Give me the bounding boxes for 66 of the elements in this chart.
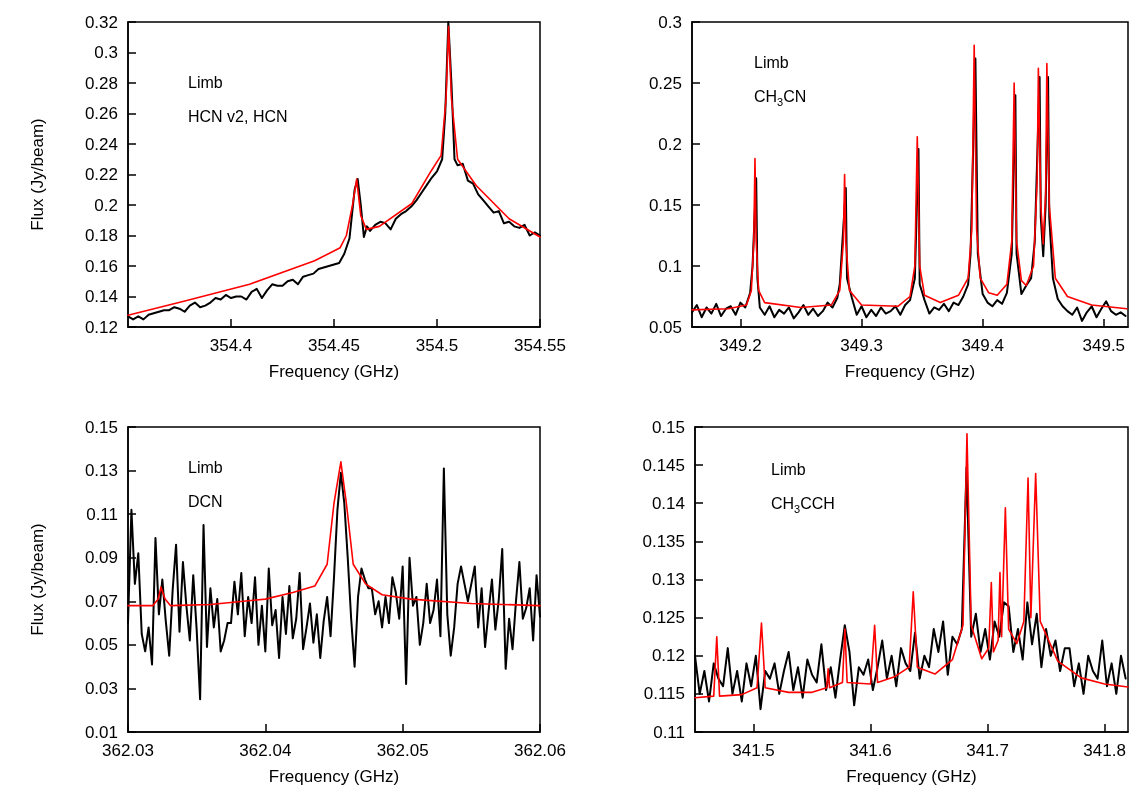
y-tick-label: 0.12: [651, 646, 685, 666]
x-axis-title: Frequency (GHz): [844, 362, 976, 381]
line-series: [127, 461, 541, 607]
y-tick-label: 0.13: [651, 570, 685, 589]
y-tick-label: 0.145: [642, 455, 685, 475]
y-tick-label: 0.07: [84, 591, 118, 611]
annotation: Limb: [188, 459, 223, 477]
x-tick-label: 349.3: [840, 336, 883, 355]
y-tick-label: 0.28: [84, 73, 118, 93]
y-tick-label: 0.13: [84, 461, 118, 481]
y-tick-label: 0.01: [84, 722, 118, 742]
x-tick-label: 341.6: [849, 741, 892, 760]
y-axis-title: Flux (Jy/beam): [28, 118, 47, 231]
y-tick-label: 0.24: [84, 134, 118, 154]
annotation: CH$_{3}$CCH: [771, 495, 835, 518]
y-tick-label: 0.135: [642, 531, 685, 551]
x-tick-label: 354.5: [415, 336, 459, 355]
annotation: CH$_{3}$CN: [754, 88, 807, 111]
y-tick-label: 0.25: [648, 73, 682, 93]
annotation: HCN v2, HCN: [188, 108, 288, 126]
x-tick-label: 341.5: [732, 741, 775, 760]
y-tick-label: 0.32: [84, 12, 118, 32]
annotation: Limb: [188, 74, 223, 92]
y-tick-label: 0.05: [648, 317, 682, 337]
y-tick-label: 0.11: [653, 722, 685, 742]
x-axis-title: Frequency (GHz): [268, 362, 400, 381]
y-tick-label: 0.05: [84, 635, 118, 655]
annotation: DCN: [188, 493, 223, 511]
y-tick-label: 0.12: [84, 317, 118, 337]
y-tick-label: 0.09: [84, 548, 118, 568]
y-tick-label: 0.3: [658, 12, 682, 32]
y-tick-label: 0.15: [648, 195, 682, 215]
x-tick-label: 362.06: [514, 741, 566, 760]
x-tick-label: 341.8: [1083, 741, 1126, 760]
y-tick-label: 0.26: [84, 104, 118, 123]
x-tick-label: 341.7: [966, 741, 1009, 760]
annotation: Limb: [771, 461, 806, 479]
x-tick-label: 354.45: [308, 336, 360, 355]
y-tick-label: 0.115: [643, 684, 685, 704]
y-axis-title: Flux (Jy/beam): [28, 523, 47, 636]
y-tick-label: 0.14: [84, 287, 118, 306]
x-tick-label: 362.03: [102, 741, 154, 760]
x-tick-label: 354.55: [514, 336, 566, 355]
y-tick-label: 0.15: [651, 417, 685, 437]
x-tick-label: 349.2: [719, 336, 762, 355]
y-tick-label: 0.18: [84, 226, 118, 245]
line-series: [694, 433, 1129, 699]
x-axis-title: Frequency (GHz): [268, 767, 400, 786]
x-tick-label: 362.05: [376, 741, 429, 760]
y-tick-label: 0.1: [658, 256, 682, 276]
y-tick-label: 0.22: [84, 165, 118, 184]
y-tick-label: 0.3: [94, 43, 118, 62]
y-tick-label: 0.125: [642, 608, 685, 628]
y-tick-label: 0.03: [84, 678, 118, 698]
x-tick-label: 349.4: [961, 336, 1004, 355]
y-tick-label: 0.15: [84, 417, 118, 437]
y-tick-label: 0.2: [94, 195, 118, 215]
annotation: Limb: [754, 54, 789, 72]
x-tick-label: 354.4: [209, 336, 253, 355]
y-tick-label: 0.14: [651, 493, 685, 513]
y-tick-label: 0.16: [84, 256, 118, 276]
x-tick-label: 349.5: [1082, 336, 1126, 355]
y-tick-label: 0.2: [658, 134, 682, 154]
x-axis-title: Frequency (GHz): [846, 767, 977, 786]
y-tick-label: 0.11: [86, 504, 118, 524]
x-tick-label: 362.04: [239, 741, 292, 760]
